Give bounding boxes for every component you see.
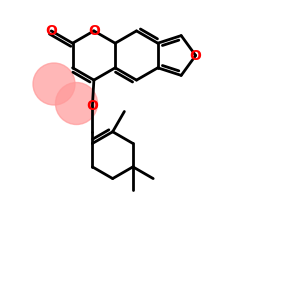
Text: O: O — [88, 24, 100, 38]
Circle shape — [33, 63, 75, 105]
Text: O: O — [190, 49, 202, 62]
Text: O: O — [86, 99, 98, 113]
Text: O: O — [45, 24, 57, 38]
Circle shape — [56, 82, 98, 124]
